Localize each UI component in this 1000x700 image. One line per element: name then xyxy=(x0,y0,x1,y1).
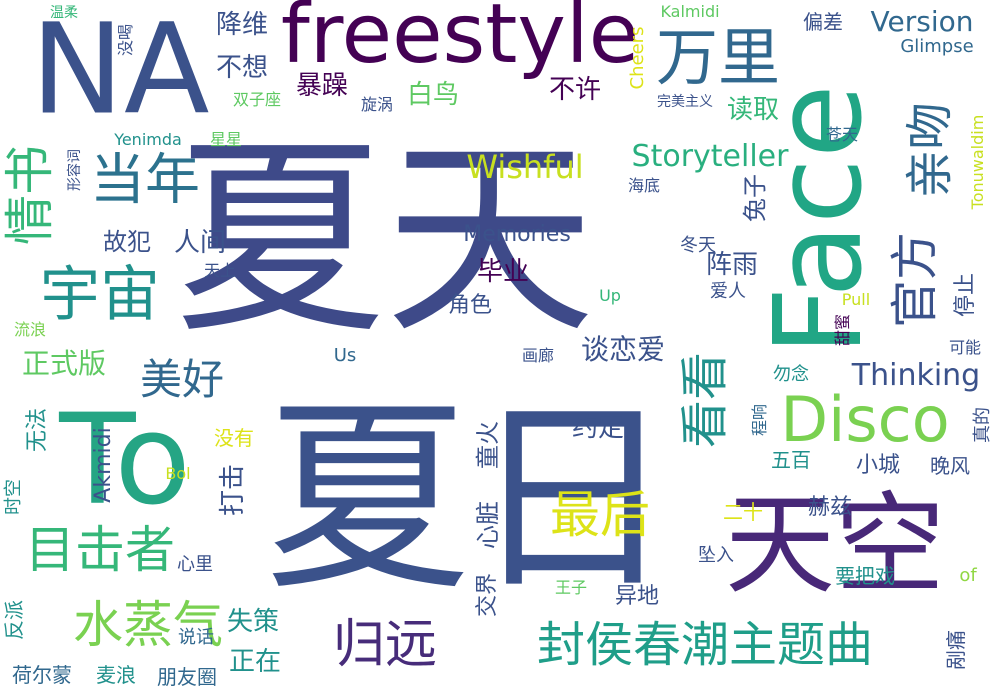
word-buxu: 不许 xyxy=(548,75,602,105)
word-freestyle: freestyle xyxy=(280,0,640,82)
word-xiaocheng: 小城 xyxy=(855,453,901,478)
word-face: Face xyxy=(750,84,889,356)
word-xingrongci: 形容词 xyxy=(67,149,83,191)
word-shuizhengqi: 水蒸气 xyxy=(73,596,223,654)
word-wanmeizhuyi: 完美主义 xyxy=(657,94,713,110)
word-xingxing: 星星 xyxy=(209,130,243,149)
word-cheers: Cheers xyxy=(627,26,648,90)
word-hualang: 画廊 xyxy=(521,346,555,365)
word-wufa: 无法 xyxy=(25,407,50,453)
word-jiaose: 角色 xyxy=(447,293,493,318)
word-wanfeng: 晚风 xyxy=(930,454,970,478)
word-fenghou: 封侯春潮主题曲 xyxy=(536,617,874,673)
word-hezi: 赫兹 xyxy=(807,495,853,520)
word-bol: Bol xyxy=(165,464,191,483)
word-thinking: Thinking xyxy=(851,358,981,393)
word-fanpai: 反派 xyxy=(2,600,26,640)
word-guanfang: 官方 xyxy=(887,231,943,329)
word-cangtian: 苍天 xyxy=(825,125,859,144)
word-qingshu: 情书 xyxy=(1,145,59,245)
word-storyteller: Storyteller xyxy=(631,139,789,174)
word-bainiao: 白鸟 xyxy=(406,80,460,110)
word-yuzhou: 宇宙 xyxy=(40,260,160,330)
word-wangzi: 王子 xyxy=(554,578,588,597)
word-tianmi: 甜蜜 xyxy=(833,313,852,347)
word-yidi: 异地 xyxy=(614,584,660,609)
word-duqu: 读取 xyxy=(726,95,780,125)
word-xuanwo: 旋涡 xyxy=(360,95,394,114)
word-wunian: 勿念 xyxy=(773,364,809,385)
word-gufan: 故犯 xyxy=(103,228,151,256)
word-tuzi: 兔子 xyxy=(741,174,769,222)
word-zhuiru: 坠入 xyxy=(698,545,734,566)
word-wenrou: 温柔 xyxy=(50,5,78,21)
word-pengyouquan: 朋友圈 xyxy=(157,665,217,689)
word-disco: Disco xyxy=(780,383,950,456)
word-zhengshiban: 正式版 xyxy=(21,347,107,380)
word-kalmidi: Kalmidi xyxy=(660,2,720,21)
word-ershi: 二十 xyxy=(723,500,763,524)
word-shuangzizuo: 双子座 xyxy=(232,90,282,109)
word-mailang: 麦浪 xyxy=(96,663,136,687)
word-tonghuo: 童火 xyxy=(474,421,502,469)
word-to: To xyxy=(59,387,191,533)
word-chengxiang: 程响 xyxy=(750,403,769,437)
word-yenimda: Yenimda xyxy=(114,130,182,149)
word-memories: Memories xyxy=(463,222,571,247)
word-airen: 爱人 xyxy=(710,281,746,302)
word-qinwen: 亲吻 xyxy=(902,101,958,199)
word-zuihou: 最后 xyxy=(550,486,650,544)
word-tingzhi: 停止 xyxy=(953,272,978,318)
word-guatong: 剐痛 xyxy=(944,630,968,670)
word-jiaojie: 交界 xyxy=(475,572,500,618)
word-kankan: 看看 xyxy=(677,351,733,449)
word-glimpse: Glimpse xyxy=(900,36,974,57)
word-shuohua: 说话 xyxy=(178,627,214,648)
word-liulang: 流浪 xyxy=(13,320,47,339)
word-haidi: 海底 xyxy=(627,176,661,195)
word-keneng: 可能 xyxy=(948,338,982,357)
word-mujizhe: 目击者 xyxy=(25,521,175,579)
word-jiangwei: 降维 xyxy=(215,10,269,40)
word-buxiang: 不想 xyxy=(215,53,269,83)
word-tiankong: 天空 xyxy=(725,481,945,609)
word-zhenyu: 阵雨 xyxy=(705,250,759,280)
word-guiyuan: 归远 xyxy=(332,615,438,675)
word-us: Us xyxy=(333,345,357,366)
word-dangnian: 当年 xyxy=(89,147,201,212)
word-wubai: 五百 xyxy=(771,448,811,472)
word-meiyou: 没有 xyxy=(214,426,254,450)
word-piancha: 偏差 xyxy=(803,10,843,34)
word-daji: 打击 xyxy=(218,463,248,517)
word-zhengzai: 正在 xyxy=(228,647,282,677)
word-shikong: 时空 xyxy=(3,479,24,515)
word-up: Up xyxy=(599,286,621,305)
word-pull: Pull xyxy=(841,290,871,309)
word-yaobaxi: 要把戏 xyxy=(835,564,895,588)
word-biye: 毕业 xyxy=(476,257,530,287)
word-xinzang: 心脏 xyxy=(474,501,502,549)
word-akmidi: Akmidi xyxy=(91,427,116,503)
word-dongtian: 冬天 xyxy=(680,235,716,256)
word-version: Version xyxy=(870,5,974,38)
word-tanlianai: 谈恋爱 xyxy=(580,333,666,366)
word-renjian: 人间 xyxy=(173,228,227,258)
word-meihe: 没喝 xyxy=(116,23,135,57)
word-meihao: 美好 xyxy=(139,355,225,404)
word-xiari: 夏日 xyxy=(265,380,675,619)
word-baozao: 暴躁 xyxy=(295,71,349,101)
word-of: of xyxy=(959,565,977,586)
word-wanli: 万里 xyxy=(655,21,781,94)
word-xiatian: 夏天 xyxy=(174,117,596,362)
word-shice: 失策 xyxy=(226,607,280,637)
word-na: NA xyxy=(30,0,210,143)
word-tonuwaldim: Tonuwaldim xyxy=(968,114,987,210)
word-wishful: Wishful xyxy=(466,148,584,186)
word-tianshang: 天上 xyxy=(203,261,237,280)
word-zhende: 真的 xyxy=(972,407,993,443)
word-xinli: 心里 xyxy=(177,554,213,575)
word-heermeng: 荷尔蒙 xyxy=(12,663,72,687)
word-yueding: 约定 xyxy=(571,413,625,443)
